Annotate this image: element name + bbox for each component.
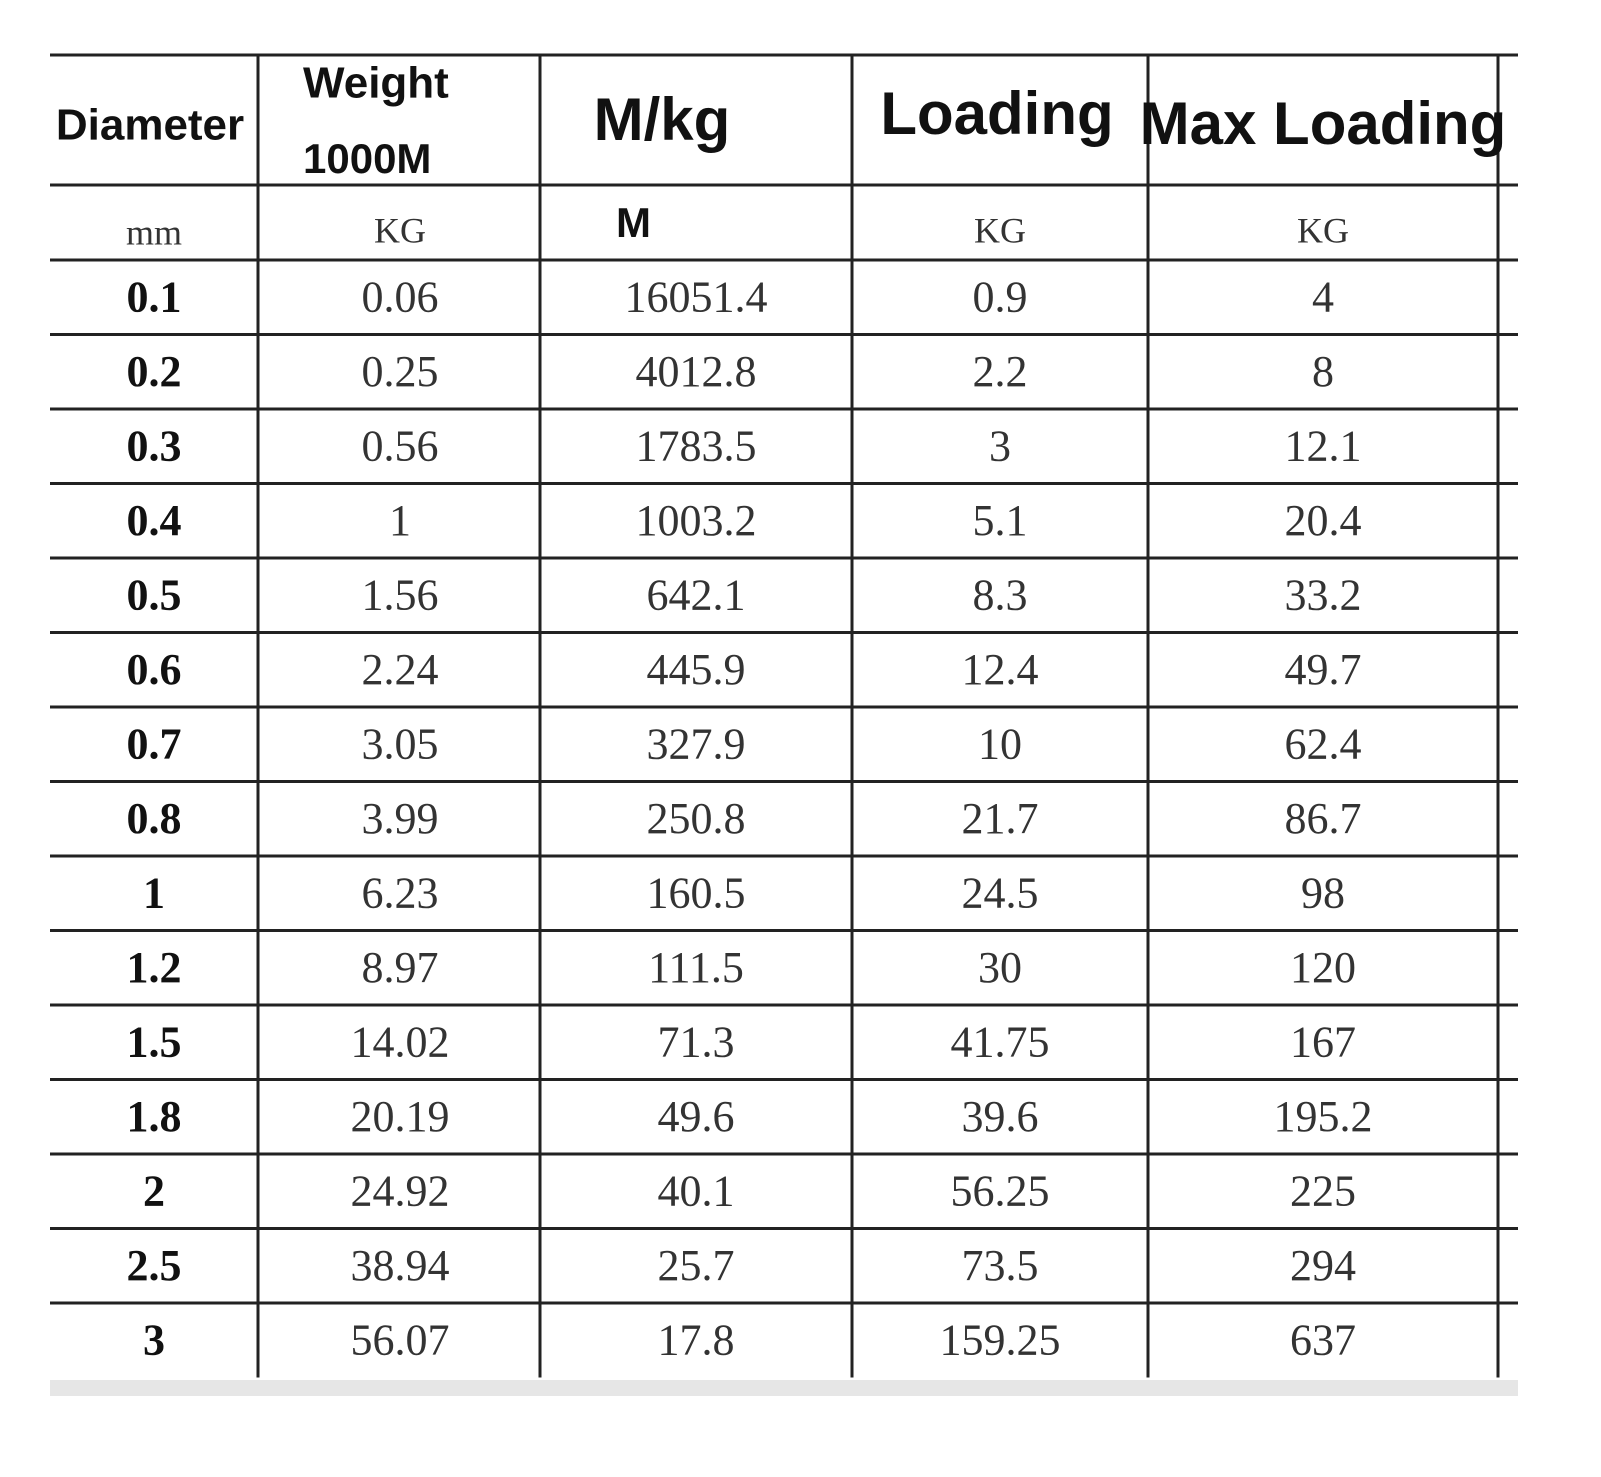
cell: 38.94 bbox=[351, 1241, 450, 1290]
cell: 0.7 bbox=[127, 719, 182, 768]
cell: 20.19 bbox=[351, 1092, 450, 1141]
cell: 0.3 bbox=[127, 421, 182, 470]
cell: 1 bbox=[389, 496, 411, 545]
cell: 8 bbox=[1312, 347, 1334, 396]
table-body: 0.1 0.06 16051.4 0.9 4 0.2 0.25 4012.8 2.2 8 0.3 0.… bbox=[127, 272, 1373, 1364]
cell: 14.02 bbox=[351, 1017, 450, 1066]
unit-cell: mm bbox=[126, 212, 182, 252]
cell: 0.56 bbox=[362, 421, 439, 470]
header-cell: Loading bbox=[880, 80, 1113, 147]
cell: 8.97 bbox=[362, 943, 439, 992]
cell: 8.3 bbox=[973, 570, 1028, 619]
cell: 6.23 bbox=[362, 868, 439, 917]
header-cell: M/kg bbox=[594, 86, 731, 153]
cell: 3 bbox=[989, 421, 1011, 470]
cell: 12.4 bbox=[962, 645, 1039, 694]
cell: 49.6 bbox=[658, 1092, 735, 1141]
cell: 40.1 bbox=[658, 1166, 735, 1215]
cell: 0.4 bbox=[127, 496, 182, 545]
grid bbox=[50, 53, 1518, 1378]
cell: 0.2 bbox=[127, 347, 182, 396]
cell: 167 bbox=[1290, 1017, 1356, 1066]
cell: 120 bbox=[1290, 943, 1356, 992]
cell: 294 bbox=[1290, 1241, 1356, 1290]
cell: 24.92 bbox=[351, 1166, 450, 1215]
cell: 1003.2 bbox=[636, 496, 757, 545]
cell: 2 bbox=[143, 1166, 165, 1215]
cell: 0.06 bbox=[362, 272, 439, 321]
cell: 160.5 bbox=[647, 868, 746, 917]
cell: 2.2 bbox=[973, 347, 1028, 396]
cell: 1.56 bbox=[362, 570, 439, 619]
cell: 73.5 bbox=[962, 1241, 1039, 1290]
cell: 111.5 bbox=[648, 943, 744, 992]
unit-cell: M bbox=[616, 199, 651, 246]
cell: 1.5 bbox=[127, 1017, 182, 1066]
cell: 49.7 bbox=[1285, 645, 1362, 694]
cell: 3.99 bbox=[362, 794, 439, 843]
cell: 21.7 bbox=[962, 794, 1039, 843]
cell: 0.25 bbox=[362, 347, 439, 396]
cell: 3.05 bbox=[362, 719, 439, 768]
cell: 637 bbox=[1290, 1315, 1356, 1364]
cell: 56.07 bbox=[351, 1315, 450, 1364]
cell: 12.1 bbox=[1285, 421, 1362, 470]
cell: 71.3 bbox=[658, 1017, 735, 1066]
unit-cell: KG bbox=[374, 210, 426, 250]
cell: 642.1 bbox=[647, 570, 746, 619]
bottom-bar bbox=[50, 1380, 1518, 1396]
unit-cell: KG bbox=[1297, 210, 1349, 250]
cell: 1.8 bbox=[127, 1092, 182, 1141]
cell: 1.2 bbox=[127, 943, 182, 992]
cell: 1783.5 bbox=[636, 421, 757, 470]
cell: 98 bbox=[1301, 868, 1345, 917]
cell: 20.4 bbox=[1285, 496, 1362, 545]
cell: 0.1 bbox=[127, 272, 182, 321]
cell: 0.9 bbox=[973, 272, 1028, 321]
cell: 24.5 bbox=[962, 868, 1039, 917]
cell: 16051.4 bbox=[625, 272, 768, 321]
cell: 0.8 bbox=[127, 794, 182, 843]
cell: 250.8 bbox=[647, 794, 746, 843]
cell: 39.6 bbox=[962, 1092, 1039, 1141]
cell: 10 bbox=[978, 719, 1022, 768]
header-cell: Diameter bbox=[56, 101, 244, 150]
header-cell: 1000M bbox=[303, 135, 431, 182]
cell: 5.1 bbox=[973, 496, 1028, 545]
cell: 4012.8 bbox=[636, 347, 757, 396]
cell: 30 bbox=[978, 943, 1022, 992]
cell: 0.6 bbox=[127, 645, 182, 694]
cell: 86.7 bbox=[1285, 794, 1362, 843]
cell: 33.2 bbox=[1285, 570, 1362, 619]
cell: 3 bbox=[143, 1315, 165, 1364]
cell: 2.24 bbox=[362, 645, 439, 694]
unit-cell: KG bbox=[974, 210, 1026, 250]
cell: 56.25 bbox=[951, 1166, 1050, 1215]
cell: 445.9 bbox=[647, 645, 746, 694]
cell: 41.75 bbox=[951, 1017, 1050, 1066]
cell: 2.5 bbox=[127, 1241, 182, 1290]
cell: 225 bbox=[1290, 1166, 1356, 1215]
cell: 159.25 bbox=[940, 1315, 1061, 1364]
cell: 327.9 bbox=[647, 719, 746, 768]
cell: 195.2 bbox=[1274, 1092, 1373, 1141]
cell: 17.8 bbox=[658, 1315, 735, 1364]
cell: 25.7 bbox=[658, 1241, 735, 1290]
cell: 0.5 bbox=[127, 570, 182, 619]
cell: 4 bbox=[1312, 272, 1334, 321]
header-cell: Weight bbox=[303, 59, 449, 108]
header-cell: Max Loading bbox=[1140, 90, 1507, 157]
cell: 1 bbox=[143, 868, 165, 917]
cell: 62.4 bbox=[1285, 719, 1362, 768]
